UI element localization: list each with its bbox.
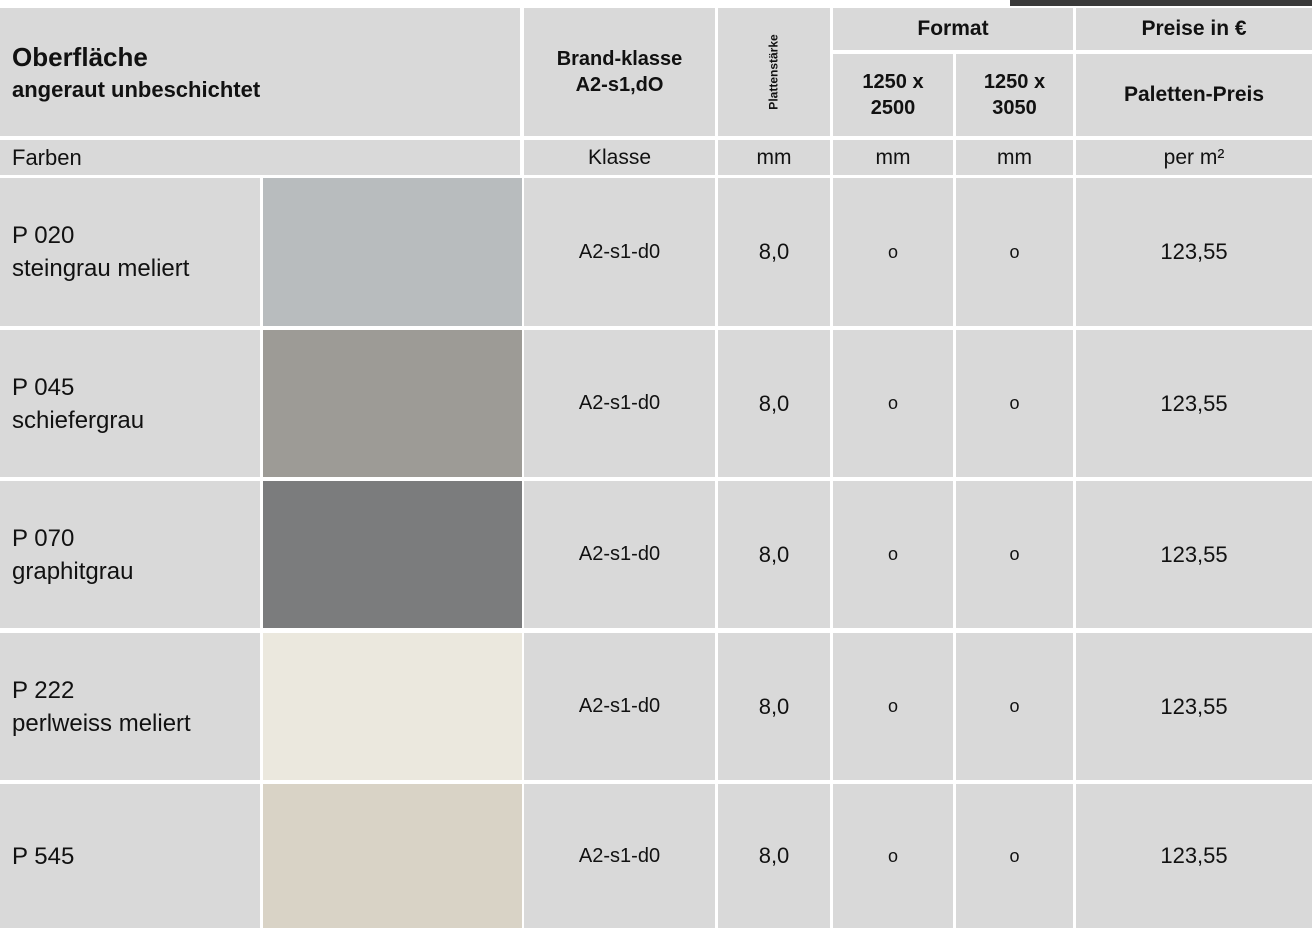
- color-name: schiefergrau: [12, 406, 145, 434]
- format-cell: o: [833, 178, 953, 326]
- thickness-cell: 8,0: [718, 784, 830, 928]
- format-cell: o: [833, 633, 953, 780]
- corner-image: [1010, 0, 1312, 6]
- class-cell: A2-s1-d0: [524, 784, 715, 928]
- color-name: perlweiss meliert: [12, 709, 191, 737]
- thickness-cell: 8,0: [718, 178, 830, 326]
- color-name-cell: P 045 schiefergrau: [0, 330, 260, 477]
- prices-header: Preise in €: [1076, 8, 1312, 50]
- color-swatch: [263, 481, 522, 628]
- unit-cell: Klasse: [524, 140, 715, 175]
- color-name-cell: P 020 steingrau meliert: [0, 178, 260, 326]
- unit-cell: Farben: [0, 140, 520, 175]
- format-size: 1250 x 2500: [833, 54, 953, 136]
- brand-line: Brand-klasse: [556, 48, 683, 70]
- format-line: 3050: [992, 97, 1037, 119]
- format-cell: o: [833, 784, 953, 928]
- color-name-cell: P 545: [0, 784, 260, 928]
- format-size: 1250 x 3050: [956, 54, 1073, 136]
- subtitle: angeraut unbeschichtet: [12, 76, 261, 102]
- format-header: Format: [833, 8, 1073, 50]
- color-code: P 045: [12, 373, 75, 401]
- format-cell: o: [833, 481, 953, 628]
- color-swatch: [263, 330, 522, 477]
- color-swatch: [263, 784, 522, 928]
- price-cell: 123,55: [1076, 784, 1312, 928]
- unit-cell: mm: [833, 140, 953, 175]
- color-code: P 070: [12, 524, 75, 552]
- format-cell: o: [956, 784, 1073, 928]
- color-code: P 222: [12, 676, 75, 704]
- color-swatch: [263, 633, 522, 780]
- color-name: steingrau meliert: [12, 255, 190, 282]
- title-cell: Oberfläche angeraut unbeschichtet: [0, 8, 520, 136]
- class-cell: A2-s1-d0: [524, 330, 715, 477]
- price-cell: 123,55: [1076, 330, 1312, 477]
- thickness-cell: 8,0: [718, 481, 830, 628]
- color-name-cell: P 070 graphitgrau: [0, 481, 260, 628]
- unit-cell: mm: [718, 140, 830, 175]
- color-code: P 545: [12, 842, 75, 870]
- format-line: 1250 x: [862, 71, 924, 93]
- price-cell: 123,55: [1076, 633, 1312, 780]
- class-cell: A2-s1-d0: [524, 481, 715, 628]
- format-cell: o: [833, 330, 953, 477]
- format-line: 1250 x: [983, 71, 1046, 93]
- thickness-header: Plattenstärke: [718, 8, 830, 136]
- class-cell: A2-s1-d0: [524, 633, 715, 780]
- brand-line: A2-s1,dO: [575, 74, 664, 96]
- thickness-cell: 8,0: [718, 330, 830, 477]
- format-cell: o: [956, 330, 1073, 477]
- color-code: P 020: [12, 222, 75, 249]
- unit-cell: per m²: [1076, 140, 1312, 175]
- format-cell: o: [956, 481, 1073, 628]
- color-name-cell: P 222 perlweiss meliert: [0, 633, 260, 780]
- unit-cell: mm: [956, 140, 1073, 175]
- class-cell: A2-s1-d0: [524, 178, 715, 326]
- format-line: 2500: [870, 97, 916, 119]
- thickness-cell: 8,0: [718, 633, 830, 780]
- color-swatch: [263, 178, 522, 326]
- title: Oberfläche: [12, 41, 148, 72]
- format-cell: o: [956, 178, 1073, 326]
- price-cell: 123,55: [1076, 481, 1312, 628]
- brand-header: Brand-klasse A2-s1,dO: [524, 8, 715, 136]
- color-name: graphitgrau: [12, 557, 134, 585]
- thickness-label: Plattenstärke: [767, 34, 781, 110]
- price-cell: 123,55: [1076, 178, 1312, 326]
- format-cell: o: [956, 633, 1073, 780]
- pallet-header: Paletten-Preis: [1076, 54, 1312, 136]
